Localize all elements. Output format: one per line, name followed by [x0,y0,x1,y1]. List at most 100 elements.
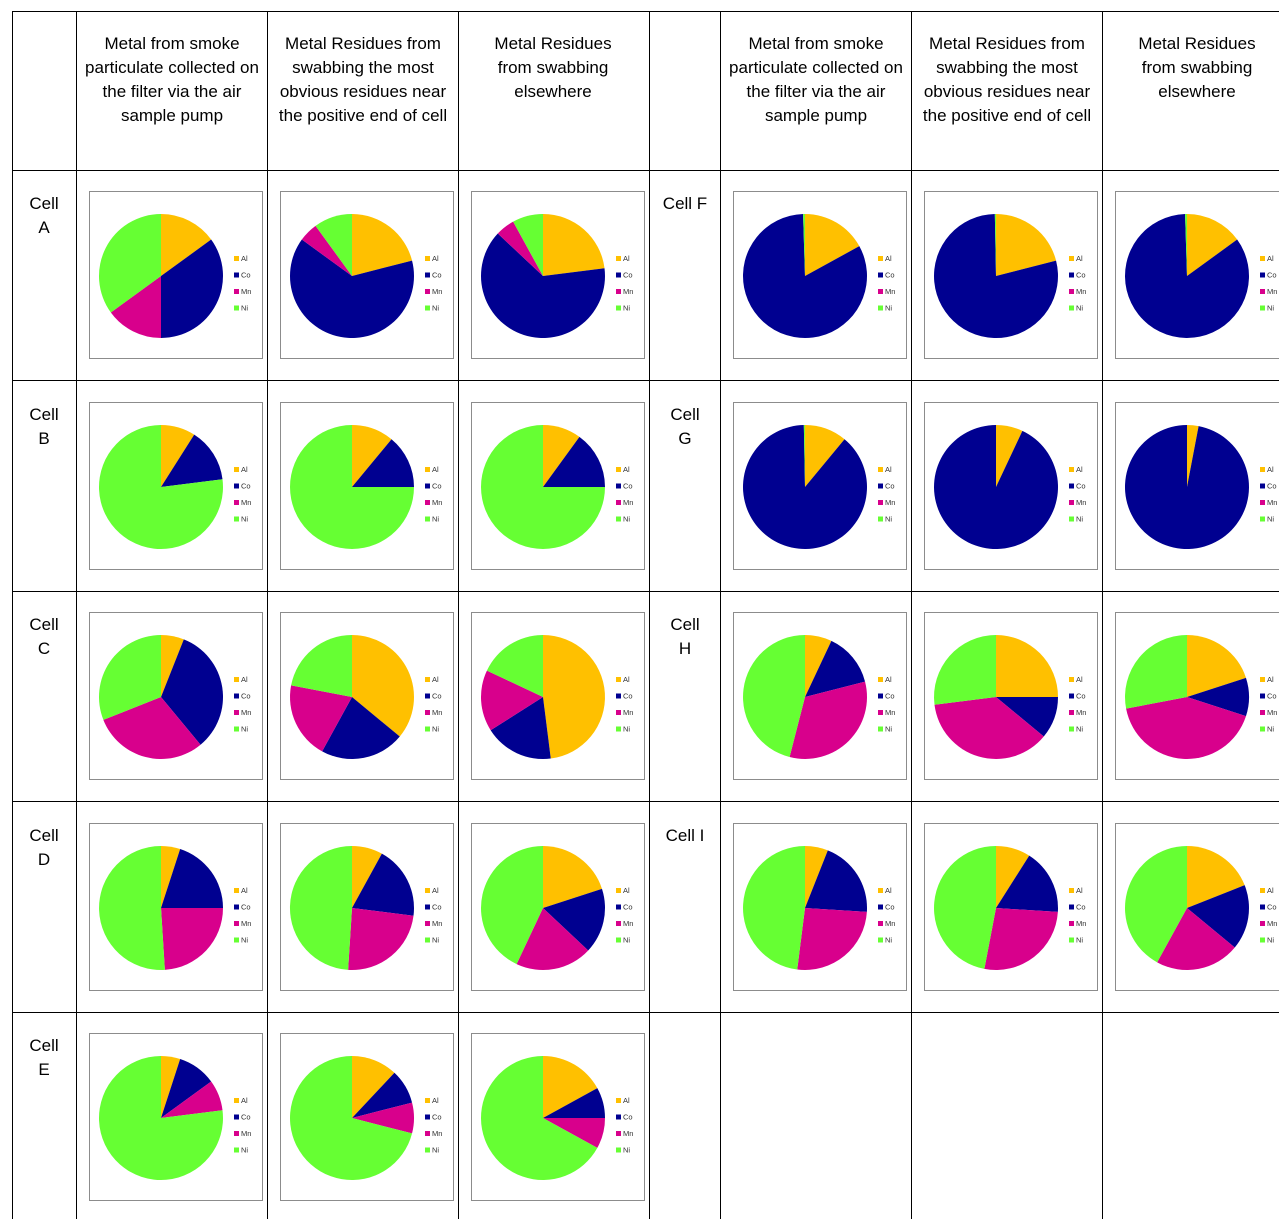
legend-label-ni: Ni [1076,304,1083,313]
legend-label-al: Al [432,465,439,474]
pie-slice-co [996,697,1058,737]
legend-swatch-al [878,467,883,472]
legend-label-ni: Ni [1267,515,1274,524]
pie-chart-svg: Al Co Mn Ni [99,214,251,338]
legend-label-mn: Mn [432,708,442,717]
pie-slice-ni [743,846,805,970]
legend-label-ni: Ni [623,936,630,945]
legend-swatch-al [234,1098,239,1103]
pie-chart-cell-b-col-1: Al Co Mn Ni [89,402,263,570]
legend-label-ni: Ni [432,1146,439,1155]
pie-slice-co [480,233,605,338]
legend-swatch-ni [616,937,621,943]
pie-chart-cell-h-col-3: Al Co Mn Ni [1115,612,1279,780]
legend-swatch-ni [616,1147,621,1153]
pie-slice-al [161,1056,181,1118]
pie-slice-al [161,846,181,908]
legend-label-mn: Mn [885,708,895,717]
legend-swatch-mn [425,710,430,715]
pie-slice-al [805,635,832,697]
pie-chart-cell-g-col-2: Al Co Mn Ni [924,402,1098,570]
pie-chart-cell-b-col-2: Al Co Mn Ni [280,402,454,570]
legend-swatch-ni [1260,516,1265,522]
row-label-cell-i: Cell I [665,826,705,845]
pie-chart-svg: Al Co Mn Ni [480,1056,633,1180]
legend-swatch-ni [1069,937,1074,943]
legend-swatch-mn [234,710,239,715]
legend-label-co: Co [1076,482,1086,491]
pie-slice-co [161,1059,212,1118]
legend-label-mn: Mn [885,287,895,296]
legend-swatch-al [616,1098,621,1103]
pie-slice-co [161,434,223,487]
row-divider [12,380,1279,381]
legend-label-co: Co [432,903,442,912]
legend-label-mn: Mn [885,498,895,507]
pie-chart-svg: Al Co Mn Ni [742,214,895,338]
column-divider [720,11,721,1219]
pie-chart-svg: Al Co Mn Ni [480,846,633,971]
legend-swatch-mn [1069,710,1074,715]
legend-swatch-ni [878,516,883,522]
legend-label-al: Al [1267,254,1274,263]
legend-swatch-al [425,256,430,261]
legend-label-al: Al [241,886,248,895]
pie-slice-co [352,439,414,487]
row-divider [12,1012,1279,1013]
legend-swatch-ni [1260,937,1265,943]
pie-chart-svg: Al Co Mn Ni [1124,425,1277,549]
column-divider [911,11,912,1219]
legend-swatch-al [1260,467,1265,472]
legend-label-al: Al [885,465,892,474]
column-divider [458,11,459,1219]
legend-label-mn: Mn [432,498,442,507]
row-divider [12,801,1279,802]
pie-chart-svg: Al Co Mn Ni [98,1056,251,1180]
legend-label-co: Co [432,692,442,701]
pie-slice-ni [513,214,543,276]
legend-label-al: Al [432,1096,439,1105]
pie-slice-ni [315,214,352,276]
pie-slice-co [933,214,1058,338]
legend-label-ni: Ni [241,304,248,313]
legend-label-ni: Ni [623,304,630,313]
pie-slice-mn [161,1081,223,1118]
pie-slice-co [543,1088,605,1118]
pie-slice-co [352,853,414,916]
legend-swatch-co [234,272,239,278]
pie-slice-al [996,846,1030,908]
legend-label-ni: Ni [1076,515,1083,524]
legend-swatch-al [878,888,883,893]
legend-label-ni: Ni [432,936,439,945]
column-header-swab-elsewhere: Metal Residues from swabbing elsewhere [494,34,612,101]
legend-swatch-mn [425,921,430,926]
legend-swatch-co [234,1114,239,1120]
pie-slice-co [996,855,1059,912]
legend-label-mn: Mn [241,498,251,507]
legend-swatch-mn [1260,921,1265,926]
legend-label-ni: Ni [885,515,892,524]
legend-swatch-mn [878,289,883,294]
legend-label-co: Co [241,1113,251,1122]
row-label-cell-e: Cell E [29,1036,59,1079]
legend-label-al: Al [623,465,630,474]
legend-label-co: Co [241,692,251,701]
legend-swatch-mn [1069,921,1074,926]
row-label-cell-d: Cell D [29,826,59,869]
legend-swatch-co [1069,693,1074,699]
legend-label-co: Co [1267,482,1277,491]
pie-slice-al [161,425,195,487]
pie-slice-al [352,1056,395,1118]
pie-slice-ni [803,214,805,276]
pie-chart-svg: Al Co Mn Ni [289,214,442,339]
legend-swatch-mn [1069,500,1074,505]
legend-swatch-ni [425,726,430,732]
legend-swatch-mn [878,921,883,926]
pie-chart-cell-f-col-1: Al Co Mn Ni [733,191,907,359]
pie-slice-ni [743,635,805,758]
legend-swatch-mn [234,500,239,505]
row-label-cell-g: Cell G [670,405,700,448]
pie-slice-ni [481,425,605,549]
pie-slice-co [161,849,223,908]
pie-chart-svg: Al Co Mn Ni [743,635,895,759]
